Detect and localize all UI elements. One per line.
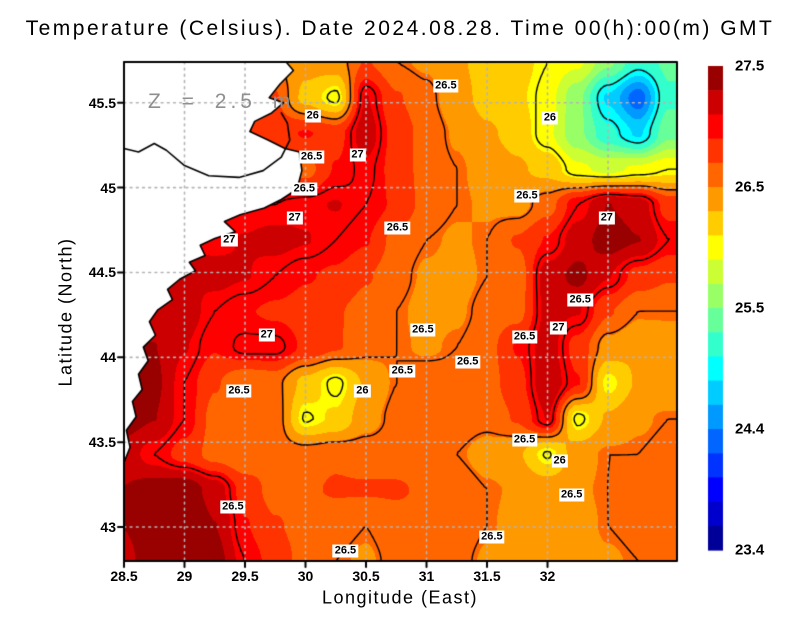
contour-label: 26.5 [514,189,540,203]
x-tick-label: 30.5 [352,568,380,584]
contour-label: 26.5 [332,544,359,558]
contour-label: 27 [221,233,238,247]
contour-label: 26 [354,384,371,398]
contour-label: 27 [258,328,275,342]
x-tick-label: 28.5 [110,568,138,584]
contour-label: 26.5 [454,355,481,369]
x-tick-label: 31 [418,568,435,584]
y-tick-label: 43 [100,519,116,536]
contour-label: 26.5 [384,221,411,235]
contour-label: 26.5 [220,500,246,514]
colorbar-tick-label: 27.5 [735,57,765,75]
contour-label: 27 [286,211,303,225]
contour-label: 26.5 [559,488,585,502]
x-tick-label: 29.5 [231,568,259,584]
contour-label: 26.5 [226,384,252,398]
colorbar-tick-label: 26.5 [735,178,765,196]
z-depth-annotation: Z = 2.5 m [148,90,295,113]
y-tick-label: 45 [100,179,116,196]
contour-label: 26 [541,111,559,125]
colorbar-tick-label: 24.4 [735,420,765,438]
contour-label: 26.5 [567,293,593,307]
contour-label: 26 [304,109,321,123]
x-axis-title: Longitude (East) [321,587,479,608]
colorbar-tick-label: 25.5 [735,299,765,317]
x-tick-label: 32 [539,568,556,584]
figure-title: Temperature (Celsius). Date 2024.08.28. … [25,17,775,40]
contour-label: 26.5 [479,530,505,544]
contour-label: 27 [550,321,567,335]
contour-label: 26.5 [511,330,538,344]
contour-label: 27 [349,148,366,162]
contour-label: 26.5 [511,433,538,447]
x-tick-label: 30 [297,568,314,584]
contour-label: 27 [598,211,615,225]
colorbar-tick-label: 23.4 [735,541,765,559]
contour-label: 26.5 [410,323,436,337]
contour-label: 26.5 [389,364,416,378]
y-tick-label: 43.5 [88,434,116,451]
contour-label: 26 [551,454,568,468]
y-tick-label: 44.5 [88,264,116,281]
x-tick-label: 31.5 [473,568,501,584]
contour-label: 26.5 [433,79,459,93]
contour-label: 26.5 [298,150,325,164]
y-tick-label: 45.5 [88,94,116,111]
x-tick-label: 29 [176,568,193,584]
y-tick-label: 44 [100,349,116,366]
contour-label: 26.5 [291,182,318,196]
